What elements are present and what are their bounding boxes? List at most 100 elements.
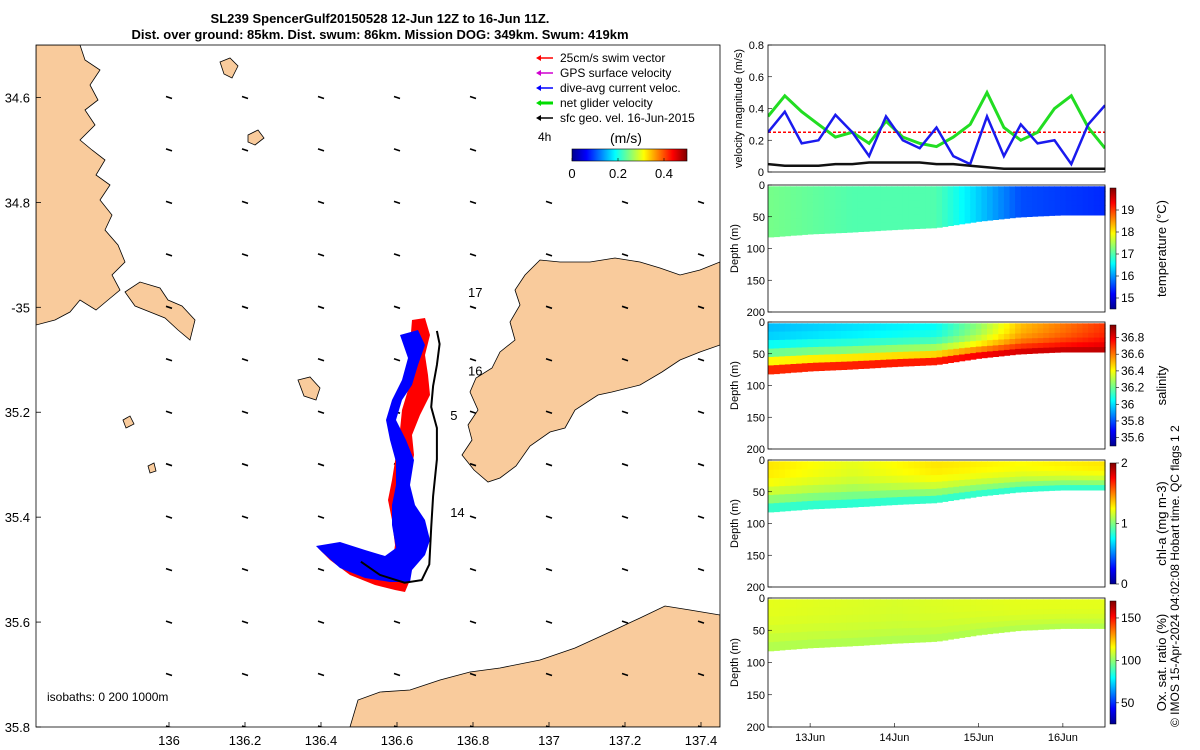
section-cell [1043,342,1050,349]
section-cell [857,186,865,195]
section-cell [891,461,898,470]
section-cell [959,335,966,343]
section-cell [874,483,881,492]
section-cell [1026,486,1033,492]
section-cell [1043,471,1050,477]
section-cell [1020,481,1027,488]
section-cell [1065,618,1072,624]
section-cell [925,599,932,607]
section-cell [1099,623,1106,629]
geo-velocity-arrow [621,620,629,624]
section-cell [942,633,949,641]
section-cell [869,476,876,485]
land-eastern-peninsula [461,257,720,483]
section-cell [1060,195,1067,202]
geo-velocity-arrow [697,567,705,572]
section-cell [829,638,836,648]
section-cell [930,213,938,222]
section-cell [869,461,876,470]
section-cell [1082,200,1089,206]
section-cell [1037,604,1044,610]
section-cell [1093,613,1100,620]
section-cell [874,193,881,202]
geo-velocity-arrow [241,95,249,100]
section-cell [852,637,859,647]
section-cell [1048,485,1055,491]
section-cell [1020,206,1027,213]
section-cell [886,490,893,499]
section-cell [1020,328,1027,334]
section-cell [987,186,994,193]
section-cell [852,607,859,616]
section-cell [812,331,820,340]
depth-axis-label: Depth (m) [729,361,741,410]
section-cell [863,360,870,369]
section-cell [1037,471,1044,477]
legend-label: dive-avg current veloc. [560,81,681,95]
section-cell [779,219,786,229]
section-cell [880,330,887,339]
geo-velocity-arrow [241,358,249,362]
section-cell [768,599,775,609]
geo-velocity-arrow [545,200,553,205]
section-cell [947,205,954,213]
section-cell [886,359,893,368]
section-cell [953,599,960,607]
section-cell [773,228,780,238]
section-cell [1071,485,1078,491]
section-cell [863,338,870,347]
section-cell [1082,461,1089,467]
section-cell [942,212,949,221]
section-cell [886,606,893,615]
section-cell [807,363,814,372]
section-cell [897,468,904,477]
section-cell [1009,212,1016,219]
section-cell [874,629,881,638]
section-cell [975,340,982,348]
section-cell [1054,461,1061,467]
section-cell [1088,200,1095,206]
section-cell [784,461,791,471]
section-cell [981,605,988,612]
section-cell [801,615,808,625]
section-cell [987,627,994,635]
section-cell [790,502,797,511]
section-cell [981,478,988,485]
section-cell [1048,333,1055,339]
section-cell [835,224,842,234]
section-cell [930,606,938,614]
section-cell [1093,347,1100,353]
section-cell [902,613,909,622]
section-cell [975,478,982,486]
section-cell [784,219,791,228]
time-tick-label: 15Jun [964,732,994,744]
section-cell [897,200,904,209]
section-cell [863,491,870,500]
section-cell [919,323,926,331]
section-cell [829,201,836,211]
section-cell [936,343,943,352]
section-cell [886,614,893,622]
geo-velocity-arrow [165,305,173,310]
section-cell [1082,618,1089,624]
section-cell [841,217,848,226]
section-cell [1037,599,1044,605]
section-cell [908,193,915,201]
series-sfc-geo-vel- [768,161,1105,171]
section-cell [1099,618,1106,624]
section-cell [981,197,988,204]
section-cell [801,640,808,649]
section-cell [818,217,825,227]
section-cell [998,202,1005,209]
section-cell [1037,619,1044,625]
section-cell [773,348,780,358]
section-cell [829,338,836,348]
section-cell [987,605,994,612]
section-cell [897,186,904,195]
section-cell [818,469,825,478]
section-cell [857,193,865,202]
section-cell [1015,620,1022,626]
